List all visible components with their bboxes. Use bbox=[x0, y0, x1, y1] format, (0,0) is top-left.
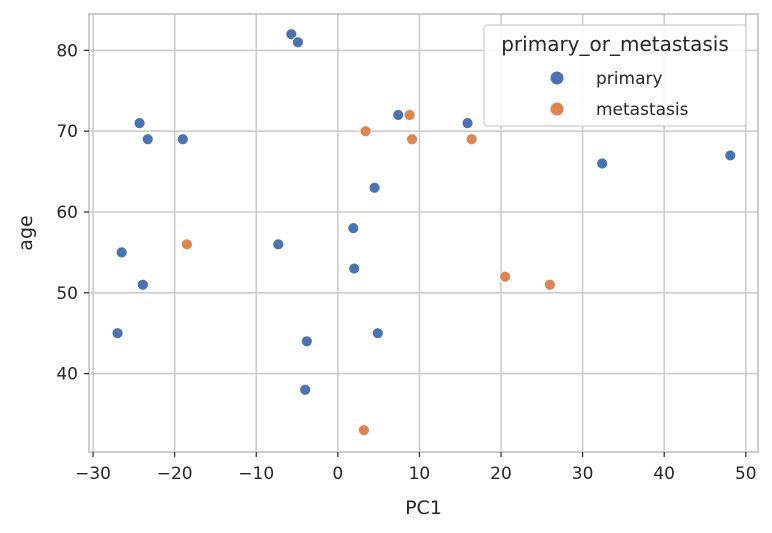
legend-label-metastasis: metastasis bbox=[596, 100, 689, 120]
legend-marker-primary bbox=[550, 71, 564, 85]
x-tick-label: 50 bbox=[735, 464, 757, 484]
metastasis-point bbox=[180, 238, 194, 251]
y-tick-label: 80 bbox=[56, 41, 78, 61]
legend: primary_or_metastasis primary metastasis bbox=[483, 24, 747, 127]
legend-box bbox=[483, 24, 747, 127]
primary-point bbox=[596, 157, 609, 170]
primary-point bbox=[176, 133, 189, 146]
x-tick-label: 0 bbox=[332, 464, 343, 484]
y-axis-label: age bbox=[15, 215, 37, 250]
series-primary bbox=[111, 28, 737, 396]
primary-point bbox=[285, 28, 298, 41]
primary-point bbox=[368, 181, 381, 194]
primary-point bbox=[133, 116, 146, 130]
x-tick-label: 20 bbox=[490, 464, 512, 484]
primary-point bbox=[272, 238, 285, 251]
primary-point bbox=[347, 222, 360, 235]
metastasis-point bbox=[357, 424, 371, 437]
primary-point bbox=[291, 36, 304, 49]
x-tick-label: 10 bbox=[409, 464, 431, 484]
y-tick-label: 50 bbox=[56, 284, 78, 304]
data-points bbox=[111, 28, 737, 437]
metastasis-point bbox=[498, 270, 512, 283]
metastasis-point bbox=[359, 125, 372, 138]
primary-point bbox=[724, 149, 737, 162]
primary-point bbox=[115, 246, 128, 259]
primary-point bbox=[141, 133, 154, 146]
x-axis-label: PC1 bbox=[405, 497, 442, 519]
x-tick-label: −20 bbox=[157, 464, 193, 484]
x-tick-label: −30 bbox=[75, 464, 111, 484]
primary-point bbox=[392, 108, 405, 122]
legend-title: primary_or_metastasis bbox=[501, 32, 729, 56]
metastasis-point bbox=[405, 133, 419, 146]
y-tick-label: 70 bbox=[56, 122, 78, 142]
legend-marker-metastasis bbox=[550, 102, 564, 116]
legend-label-primary: primary bbox=[596, 69, 663, 89]
primary-point bbox=[299, 383, 312, 396]
x-tick-label: 40 bbox=[653, 464, 675, 484]
primary-point bbox=[348, 262, 361, 275]
metastasis-point bbox=[465, 133, 478, 146]
y-tick-label: 40 bbox=[56, 365, 78, 385]
primary-point bbox=[461, 116, 474, 130]
x-axis-ticks: −30 −20 −10 0 10 20 30 40 50 bbox=[75, 452, 757, 484]
primary-point bbox=[111, 327, 124, 340]
y-tick-label: 60 bbox=[56, 203, 78, 223]
y-axis-ticks: 40 50 60 70 80 bbox=[56, 41, 89, 385]
metastasis-point bbox=[403, 108, 416, 122]
x-tick-label: −10 bbox=[238, 464, 274, 484]
x-tick-label: 30 bbox=[572, 464, 594, 484]
primary-point bbox=[300, 335, 313, 348]
series-metastasis bbox=[180, 108, 557, 437]
primary-point bbox=[136, 278, 149, 291]
metastasis-point bbox=[543, 278, 557, 291]
plot-frame bbox=[88, 13, 759, 453]
primary-point bbox=[371, 327, 384, 340]
